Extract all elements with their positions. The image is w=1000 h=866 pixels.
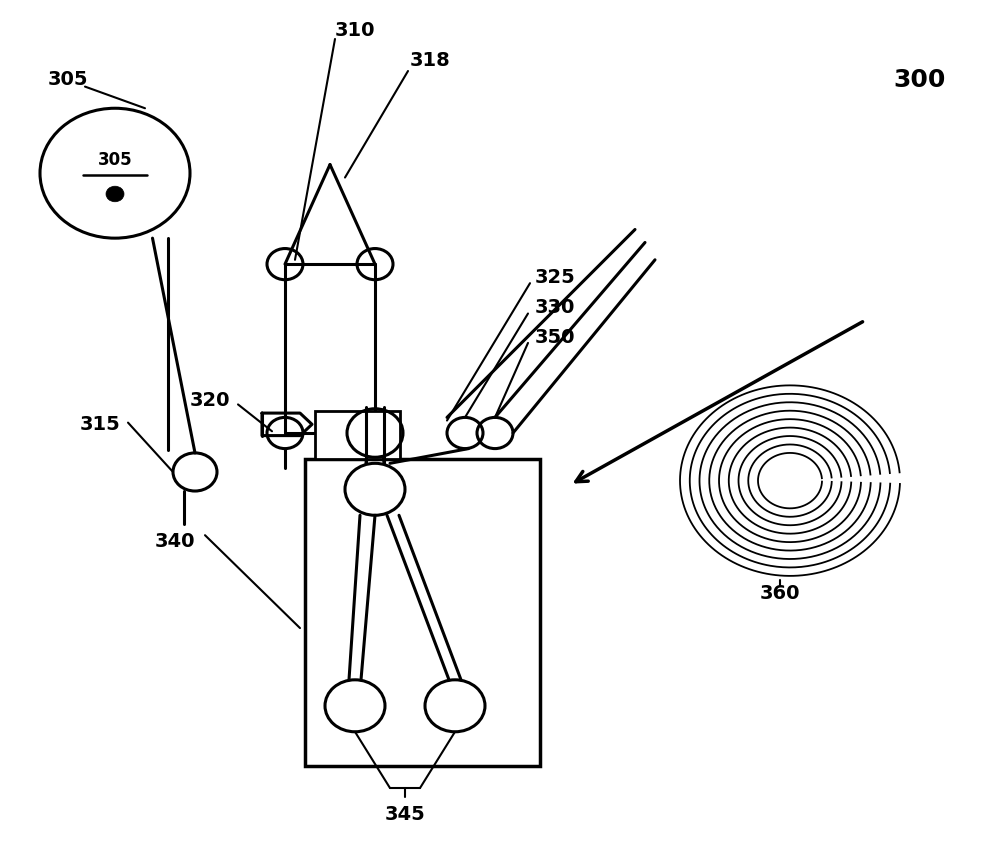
Bar bbox=[305, 459, 540, 766]
Text: 305: 305 bbox=[48, 70, 88, 89]
Text: 330: 330 bbox=[535, 298, 575, 317]
Circle shape bbox=[106, 186, 124, 202]
Text: 325: 325 bbox=[535, 268, 575, 287]
Text: 360: 360 bbox=[760, 584, 800, 603]
Text: 340: 340 bbox=[155, 532, 195, 551]
Text: 350: 350 bbox=[535, 328, 575, 347]
Text: 315: 315 bbox=[80, 415, 120, 434]
Text: 318: 318 bbox=[410, 51, 450, 70]
Text: 320: 320 bbox=[190, 391, 230, 410]
Text: 345: 345 bbox=[385, 805, 425, 824]
Text: 305: 305 bbox=[98, 152, 132, 169]
Bar bbox=[315, 411, 400, 459]
Text: 310: 310 bbox=[335, 21, 375, 40]
Text: 300: 300 bbox=[894, 68, 946, 92]
